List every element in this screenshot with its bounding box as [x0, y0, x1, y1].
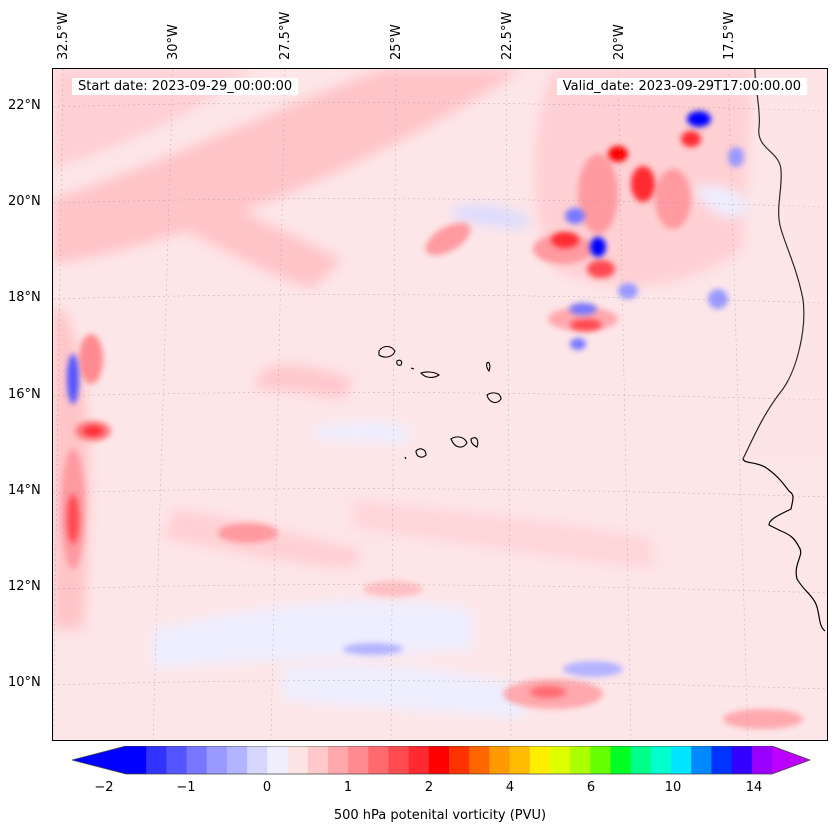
colorbar-cell [529, 746, 551, 774]
pv-low-positive-region [53, 69, 753, 629]
colorbar-cell [166, 746, 188, 774]
colorbar-cell [509, 746, 531, 774]
colorbar-cell [630, 746, 652, 774]
colorbar-tick: 2 [424, 780, 434, 795]
colorbar-tick: 4 [505, 780, 515, 795]
start-date-label: Start date: 2023-09-29_00:00:00 [72, 78, 299, 95]
colorbar-cell [610, 746, 632, 774]
colorbar-cell [186, 746, 208, 774]
colorbar-cell [650, 746, 672, 774]
colorbar-tick: −2 [94, 780, 114, 795]
colorbar-cell [408, 746, 430, 774]
colorbar-cell [206, 746, 228, 774]
lon-label-20W: 20°W [612, 24, 627, 60]
colorbar [72, 746, 812, 775]
colorbar-cell [267, 746, 288, 774]
lon-label-30W: 30°W [166, 24, 181, 60]
pv-low-negative-region [153, 185, 753, 719]
colorbar-cell [469, 746, 490, 774]
colorbar-title: 500 hPa potenital vorticity (PVU) [333, 808, 547, 823]
colorbar-cell [751, 746, 773, 774]
colorbar-cell [489, 746, 511, 774]
pv-positive-anomalies [61, 154, 803, 729]
colorbar-cell [711, 746, 733, 774]
colorbar-cell [146, 746, 167, 774]
colorbar-under-arrow [72, 746, 126, 774]
lat-label-20N: 20°N [8, 194, 41, 209]
colorbar-cell [327, 746, 349, 774]
colorbar-cell [449, 746, 470, 774]
colorbar-tick: 6 [586, 780, 596, 795]
africa-coastline [742, 69, 826, 632]
lon-label-22.5W: 22.5°W [500, 11, 515, 60]
colorbar-cell [348, 746, 369, 774]
lon-label-17.5W: 17.5°W [722, 11, 737, 60]
colorbar-cell [126, 746, 147, 774]
africa-land [743, 69, 827, 459]
colorbar-cell [428, 746, 450, 774]
pv-field [53, 69, 827, 740]
pv-strong-positive-cores [67, 131, 701, 698]
colorbar-cell [388, 746, 410, 774]
colorbar-tick: 1 [343, 780, 353, 795]
lat-label-10N: 10°N [8, 675, 41, 690]
colorbar-tick: 10 [664, 780, 682, 795]
lat-label-14N: 14°N [8, 483, 41, 498]
graticule [53, 69, 827, 740]
lon-label-27.5W: 27.5°W [278, 11, 293, 60]
colorbar-tick: 14 [745, 780, 763, 795]
colorbar-cell [226, 746, 248, 774]
islands-coastline [378, 345, 502, 460]
colorbar-cells [126, 746, 773, 774]
colorbar-cell [691, 746, 712, 774]
colorbar-cell [570, 746, 591, 774]
pv-negative-cores [67, 111, 744, 677]
colorbar-outline [72, 746, 812, 775]
valid-date-label: Valid_date: 2023-09-29T17:00:00.00 [556, 78, 807, 95]
colorbar-cell [590, 746, 611, 774]
colorbar-cell [368, 746, 389, 774]
colorbar-tick: 0 [262, 780, 272, 795]
colorbar-cell [307, 746, 329, 774]
lat-label-18N: 18°N [8, 290, 41, 305]
colorbar-tick: −1 [176, 780, 196, 795]
colorbar-cell [731, 746, 753, 774]
colorbar-over-arrow [772, 746, 810, 774]
colorbar-cell [549, 746, 571, 774]
colorbar-cell [247, 746, 268, 774]
colorbar-cell [671, 746, 692, 774]
lon-label-25W: 25°W [389, 24, 404, 60]
lat-label-16N: 16°N [8, 387, 41, 402]
lon-label-32.5W: 32.5°W [56, 11, 71, 60]
map-area [52, 68, 828, 741]
lat-label-22N: 22°N [8, 98, 41, 113]
lat-label-12N: 12°N [8, 579, 41, 594]
colorbar-cell [287, 746, 309, 774]
